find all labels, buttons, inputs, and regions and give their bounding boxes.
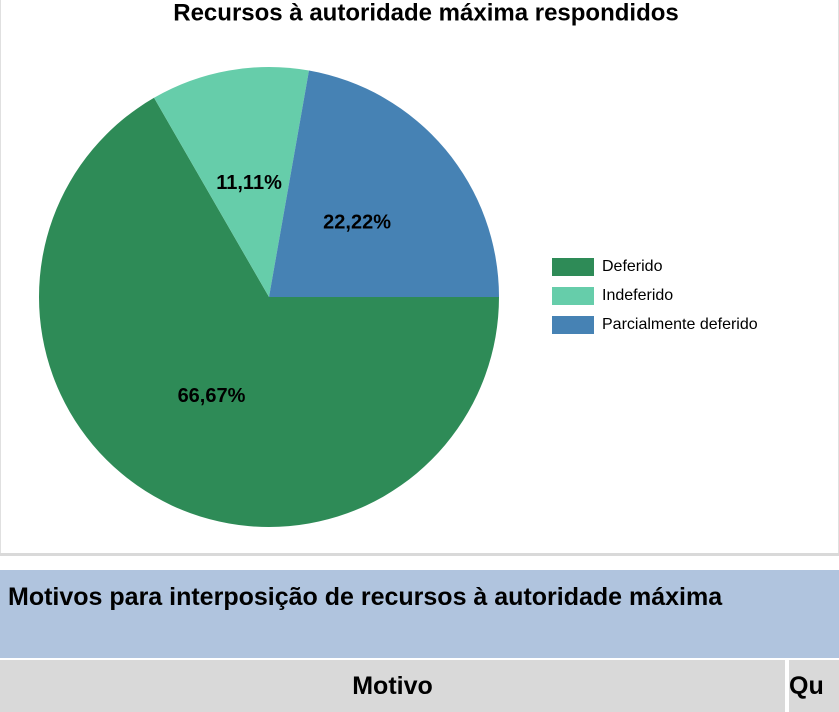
header-cell: Qu [789,660,839,712]
legend-swatch [552,316,594,334]
slice-label: 11,11% [216,172,282,194]
slice-label: 22,22% [323,211,391,233]
legend-label: Indeferido [602,287,673,304]
pie-slice [269,70,499,298]
table-title: Motivos para interposição de recursos à … [0,570,839,658]
pie-slice [154,67,309,298]
table-title-text: Motivos para interposição de recursos à … [8,583,723,611]
slice-label: 66,67% [178,385,246,407]
table-header: Motivo Qu [0,660,839,712]
pie-slice [38,97,499,528]
legend-label: Parcialmente deferido [602,316,758,333]
legend-swatch [552,258,594,276]
chart: Recursos à autoridade máxima respondidos… [0,0,839,555]
legend-swatch [552,287,594,305]
divider [0,553,839,556]
header-cell: Motivo [0,660,785,712]
chart-title: Recursos à autoridade máxima respondidos [173,0,679,26]
legend-label: Deferido [602,258,663,275]
